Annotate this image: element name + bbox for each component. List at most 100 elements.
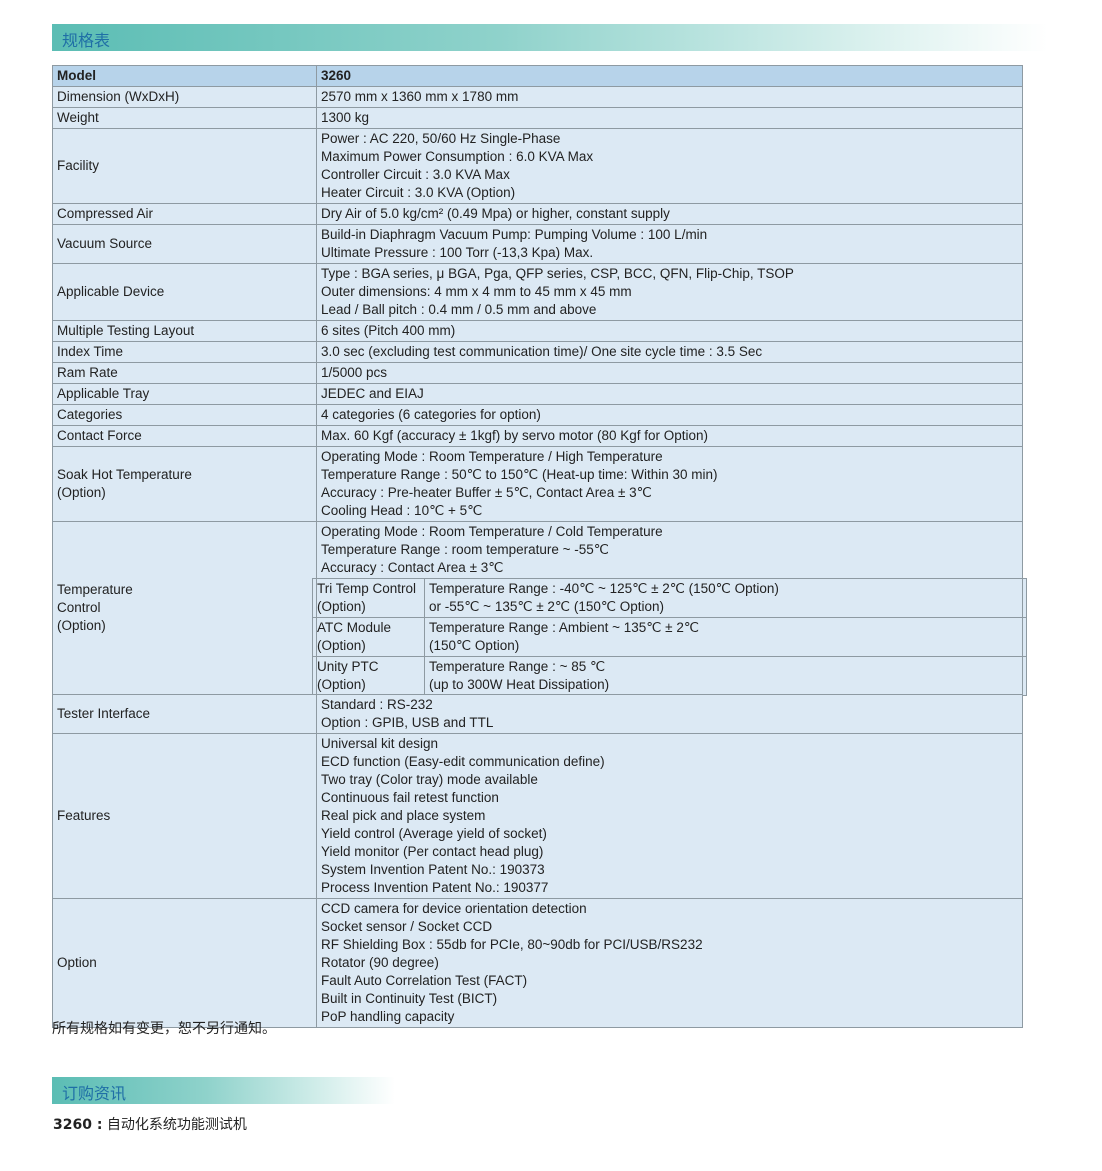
value-line: System Invention Patent No.: 190373: [321, 862, 545, 877]
value-line: Ultimate Pressure : 100 Torr (-13,3 Kpa)…: [321, 245, 594, 260]
row-value: Operating Mode : Room Temperature / High…: [316, 446, 1023, 522]
sub-label-line: (Option): [317, 638, 366, 653]
row-label: Weight: [52, 107, 317, 129]
row-value: Max. 60 Kgf (accuracy ± 1kgf) by servo m…: [316, 425, 1023, 447]
value-line: 6 sites (Pitch 400 mm): [321, 323, 456, 338]
row-label: Compressed Air: [52, 203, 317, 225]
value-line: Heater Circuit : 3.0 KVA (Option): [321, 185, 516, 200]
row-value: CCD camera for device orientation detect…: [316, 898, 1023, 1028]
value-line: (150℃ Option): [429, 638, 520, 653]
value-line: Rotator (90 degree): [321, 955, 439, 970]
header-label: Model: [52, 65, 317, 87]
table-row: Vacuum Source Build-in Diaphragm Vacuum P…: [52, 224, 1023, 264]
value-line: Temperature Range : Ambient ~ 135℃ ± 2℃: [429, 620, 699, 635]
row-label-line: Applicable Tray: [57, 386, 150, 401]
table-row: Tester Interface Standard : RS-232 Option …: [52, 694, 1023, 734]
value-line: Type : BGA series, μ BGA, Pga, QFP serie…: [321, 266, 794, 281]
row-label: Ram Rate: [52, 362, 317, 384]
table-row: Features Universal kit design ECD function…: [52, 733, 1023, 899]
sub-table: Tri Temp Control (Option) Temperature Rang…: [312, 578, 1027, 696]
value-line: JEDEC and EIAJ: [321, 386, 424, 401]
spec-section-header: 规格表: [52, 24, 1048, 51]
row-label-line: (Option): [57, 485, 106, 500]
row-label: Tester Interface: [52, 694, 317, 734]
row-label: Option: [52, 898, 317, 1028]
row-value: 2570 mm x 1360 mm x 1780 mm: [316, 86, 1023, 108]
sub-row: ATC Module (Option) Temperature Range : Am…: [312, 617, 1027, 657]
value-line: PoP handling capacity: [321, 1009, 455, 1024]
order-section-header: 订购资讯: [52, 1077, 395, 1104]
row-label-line: Tester Interface: [57, 706, 151, 721]
table-row: Weight 1300 kg: [52, 107, 1023, 129]
row-label: Dimension (WxDxH): [52, 86, 317, 108]
row-label: Contact Force: [52, 425, 317, 447]
row-value: Type : BGA series, μ BGA, Pga, QFP serie…: [316, 263, 1023, 321]
row-label: Categories: [52, 404, 317, 426]
value-line: Lead / Ball pitch : 0.4 mm / 0.5 mm and …: [321, 302, 597, 317]
row-label: Applicable Tray: [52, 383, 317, 405]
row-label: Vacuum Source: [52, 224, 317, 264]
sub-label-line: (Option): [317, 599, 366, 614]
order-info: 3260 : 自动化系统功能测试机: [53, 1114, 247, 1134]
sub-label-line: (Option): [317, 677, 366, 692]
table-row: Ram Rate 1/5000 pcs: [52, 362, 1023, 384]
order-model: 3260 :: [53, 1117, 103, 1133]
value-line: (up to 300W Heat Dissipation): [429, 677, 610, 692]
row-label-line: Facility: [57, 158, 100, 173]
table-row: Applicable Tray JEDEC and EIAJ: [52, 383, 1023, 405]
value-line: Maximum Power Consumption : 6.0 KVA Max: [321, 149, 594, 164]
row-label-line: Soak Hot Temperature: [57, 467, 192, 482]
value-line: Temperature Range : ~ 85 ℃: [429, 659, 606, 674]
value-line: Continuous fail retest function: [321, 790, 499, 805]
spec-table: Model 3260 Dimension (WxDxH) 2570 mm x 13…: [52, 65, 1027, 1028]
value-line: RF Shielding Box : 55db for PCIe, 80~90d…: [321, 937, 703, 952]
row-value: 3.0 sec (excluding test communication ti…: [316, 341, 1023, 363]
value-line: or -55℃ ~ 135℃ ± 2℃ (150℃ Option): [429, 599, 665, 614]
row-label-line: Temperature: [57, 582, 133, 597]
row-value: 4 categories (6 categories for option): [316, 404, 1023, 426]
row-label: Applicable Device: [52, 263, 317, 321]
sub-label-line: Unity PTC: [317, 659, 379, 674]
row-value: Universal kit design ECD function (Easy-e…: [316, 733, 1023, 899]
row-label-line: Contact Force: [57, 428, 142, 443]
order-description: 自动化系统功能测试机: [106, 1117, 247, 1133]
value-line: Two tray (Color tray) mode available: [321, 772, 538, 787]
row-value: Dry Air of 5.0 kg/cm² (0.49 Mpa) or high…: [316, 203, 1023, 225]
table-row: Option CCD camera for device orientation …: [52, 898, 1023, 1028]
disclaimer-note: 所有规格如有变更，恕不另行通知。: [52, 1021, 276, 1037]
table-row: Categories 4 categories (6 categories for…: [52, 404, 1023, 426]
row-value: Operating Mode : Room Temperature / Cold…: [312, 521, 1027, 696]
value-line: Build-in Diaphragm Vacuum Pump: Pumping …: [321, 227, 708, 242]
value-line: Power : AC 220, 50/60 Hz Single-Phase: [321, 131, 561, 146]
row-value: Build-in Diaphragm Vacuum Pump: Pumping …: [316, 224, 1023, 264]
sub-row: Unity PTC (Option) Temperature Range : ~ 8…: [312, 656, 1027, 696]
value-line: Outer dimensions: 4 mm x 4 mm to 45 mm x…: [321, 284, 632, 299]
row-label-line: Weight: [57, 110, 99, 125]
row-label: Facility: [52, 128, 317, 204]
table-row: Soak Hot Temperature (Option) Operating Mo…: [52, 446, 1023, 522]
value-line: 3.0 sec (excluding test communication ti…: [321, 344, 763, 359]
value-line: 4 categories (6 categories for option): [321, 407, 541, 422]
row-label-line: (Option): [57, 618, 106, 633]
row-label-line: Applicable Device: [57, 284, 165, 299]
value-line: Yield monitor (Per contact head plug): [321, 844, 544, 859]
row-label-line: Multiple Testing Layout: [57, 323, 195, 338]
row-label: Multiple Testing Layout: [52, 320, 317, 342]
value-line: Controller Circuit : 3.0 KVA Max: [321, 167, 510, 182]
value-line: Temperature Range : 50℃ to 150℃ (Heat-up…: [321, 467, 718, 482]
value-line: Process Invention Patent No.: 190377: [321, 880, 549, 895]
value-line: Temperature Range : room temperature ~ -…: [321, 542, 609, 557]
value-line: Accuracy : Pre-heater Buffer ± 5℃, Conta…: [321, 485, 652, 500]
sub-label: Unity PTC (Option): [312, 656, 425, 696]
value-line: Standard : RS-232: [321, 697, 433, 712]
value-line: 1300 kg: [321, 110, 370, 125]
row-label-line: Categories: [57, 407, 123, 422]
value-line: Accuracy : Contact Area ± 3℃: [321, 560, 504, 575]
table-row: Temperature Control (Option) Operating Mode…: [52, 521, 1027, 696]
value-line: Cooling Head : 10℃ + 5℃: [321, 503, 483, 518]
table-row: Dimension (WxDxH) 2570 mm x 1360 mm x 178…: [52, 86, 1023, 108]
sub-label-line: ATC Module: [317, 620, 392, 635]
value-line: 2570 mm x 1360 mm x 1780 mm: [321, 89, 519, 104]
table-row: Index Time 3.0 sec (excluding test commun…: [52, 341, 1023, 363]
sub-value: Temperature Range : ~ 85 ℃ (up to 300W He…: [424, 656, 1027, 696]
